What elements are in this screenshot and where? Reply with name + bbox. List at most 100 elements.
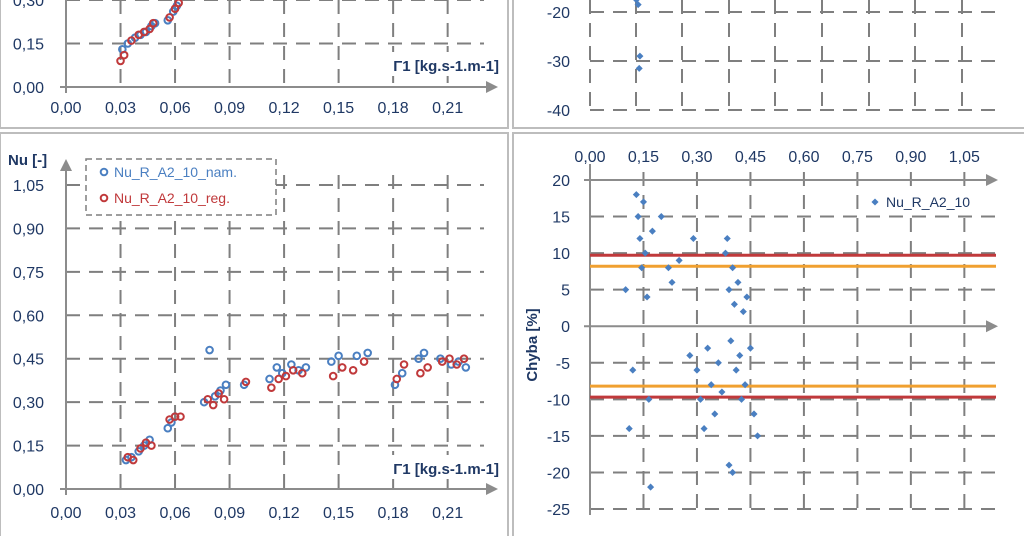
bottom-right-x-tick-label: 0,00 [574,149,605,166]
bottom-right-y-axis-title: Chyba [%] [524,308,541,381]
bottom-right-y-tick-label: 15 [552,210,570,227]
bottom-left-x-tick-label: 0,18 [378,505,409,522]
bottom-left-y-tick-label: 0,75 [13,265,44,282]
bottom-left-xlabel-bg [356,455,502,479]
bottom-left-point [288,365,298,375]
bottom-right-point [634,213,642,221]
bottom-left-point [352,351,362,361]
bottom-right-point [647,483,655,491]
bottom-right-top-axis-arrow [986,174,998,186]
top-left-point [174,0,183,8]
bottom-left-y-tick-label: 0,45 [13,352,44,369]
bottom-left-point [423,363,432,372]
top-left-point [119,50,129,60]
bottom-right-point [718,388,726,396]
bottom-right-point [714,359,722,367]
bottom-right-x-tick-label: 0,45 [735,149,766,166]
bottom-left-point [337,363,347,372]
bottom-right-x-tick-label: 0,90 [895,149,926,166]
top-left-point [116,56,125,66]
bottom-left-point [272,363,282,372]
top-left-xlabel-bg [356,52,502,76]
bottom-right-point [732,366,740,374]
top-right-point [634,1,642,9]
bottom-left-point [445,354,454,364]
bottom-right-point [648,227,656,235]
bottom-left-legend-label: Nu_R_A2_10_nam. [114,164,237,180]
bottom-left-point [214,389,223,398]
bottom-right-point [746,344,754,352]
bottom-left-legend-box [85,158,277,216]
bottom-right-point [730,300,738,308]
bottom-right-x-tick-label: 0,15 [628,149,659,166]
bottom-left-y-tick-label: 0,15 [13,439,44,456]
bottom-right-point [727,337,735,345]
bottom-right-point [734,278,742,286]
bottom-left-point [334,351,343,361]
bottom-right-point [700,425,708,433]
bottom-right-point [743,293,751,301]
top-left-x-axis-title: Γ1 [kg.s-1.m-1] [393,58,499,75]
bottom-left-x-tick-label: 0,12 [269,505,300,522]
bottom-left-point [437,357,447,366]
bottom-right-legend-label: Nu_R_A2_10 [886,194,970,210]
bottom-right-y-tick-label: -25 [547,502,570,519]
bottom-left-point [170,412,180,421]
bottom-left-point [136,444,145,453]
top-left-x-tick-label: 0,18 [378,100,409,117]
bottom-left-x-tick-label: 0,21 [432,505,463,522]
bottom-right-legend-bg [866,190,996,214]
top-right-point [636,52,644,60]
bottom-right-legend-marker [871,198,879,206]
top-right-y-tick-label: -30 [547,54,570,71]
bottom-left-x-tick-label: 0,15 [323,505,354,522]
bottom-left-y-tick-label: 0,00 [13,482,44,499]
bottom-left-x-tick-label: 0,09 [214,505,245,522]
bottom-left-point [221,380,231,390]
bottom-right-point [632,191,640,199]
bottom-left-x-tick-label: 0,06 [159,505,190,522]
bottom-left-point [461,363,471,372]
bottom-left-point [459,354,469,364]
top-right-point [635,64,643,72]
top-right-y-tick-label: -20 [547,5,570,22]
top-left-x-tick-label: 0,12 [269,100,300,117]
bottom-right-point [741,381,749,389]
bottom-left-point [267,383,276,392]
bottom-left-y-tick-label: 0,60 [13,308,44,325]
bottom-left-point [265,374,274,384]
bottom-right-point [739,308,747,316]
bottom-left-x-tick-label: 0,03 [105,505,136,522]
bottom-right-point [657,213,665,221]
bottom-left-legend-label: Nu_R_A2_10_reg. [114,190,230,206]
top-left-x-tick-label: 0,15 [323,100,354,117]
bottom-left-point [452,360,462,369]
bottom-right-point [711,410,719,418]
bottom-left-point [397,368,407,378]
bottom-right-point [622,286,630,294]
bottom-left-x-tick-label: 0,00 [50,505,81,522]
bottom-right-y-tick-label: 10 [552,246,570,263]
bottom-right-point [737,395,746,403]
bottom-right-y-tick-label: -10 [547,392,570,409]
top-right-y-tick-label: -40 [547,103,570,120]
bottom-left-point [219,394,229,404]
bottom-left-point [203,394,213,404]
bottom-right-point [639,198,648,206]
bottom-left-point [414,354,423,364]
bottom-left-x-axis-title: Γ1 [kg.s-1.m-1] [393,461,499,478]
top-left-point [127,36,136,45]
bottom-left-legend-marker [99,167,109,177]
bottom-right-x-tick-label: 0,60 [788,149,819,166]
bottom-right-x-tick-label: 1,05 [949,149,980,166]
bottom-left-point [274,374,283,384]
bottom-right-point [725,461,733,469]
bottom-right-point [704,344,712,352]
top-left-y-tick-label: 0,15 [13,37,44,54]
bottom-right-point [638,264,646,272]
bottom-left-point [328,371,338,381]
bottom-right-x-axis-arrow [986,320,998,333]
bottom-right-point [754,432,762,440]
bottom-right-point [750,410,758,418]
